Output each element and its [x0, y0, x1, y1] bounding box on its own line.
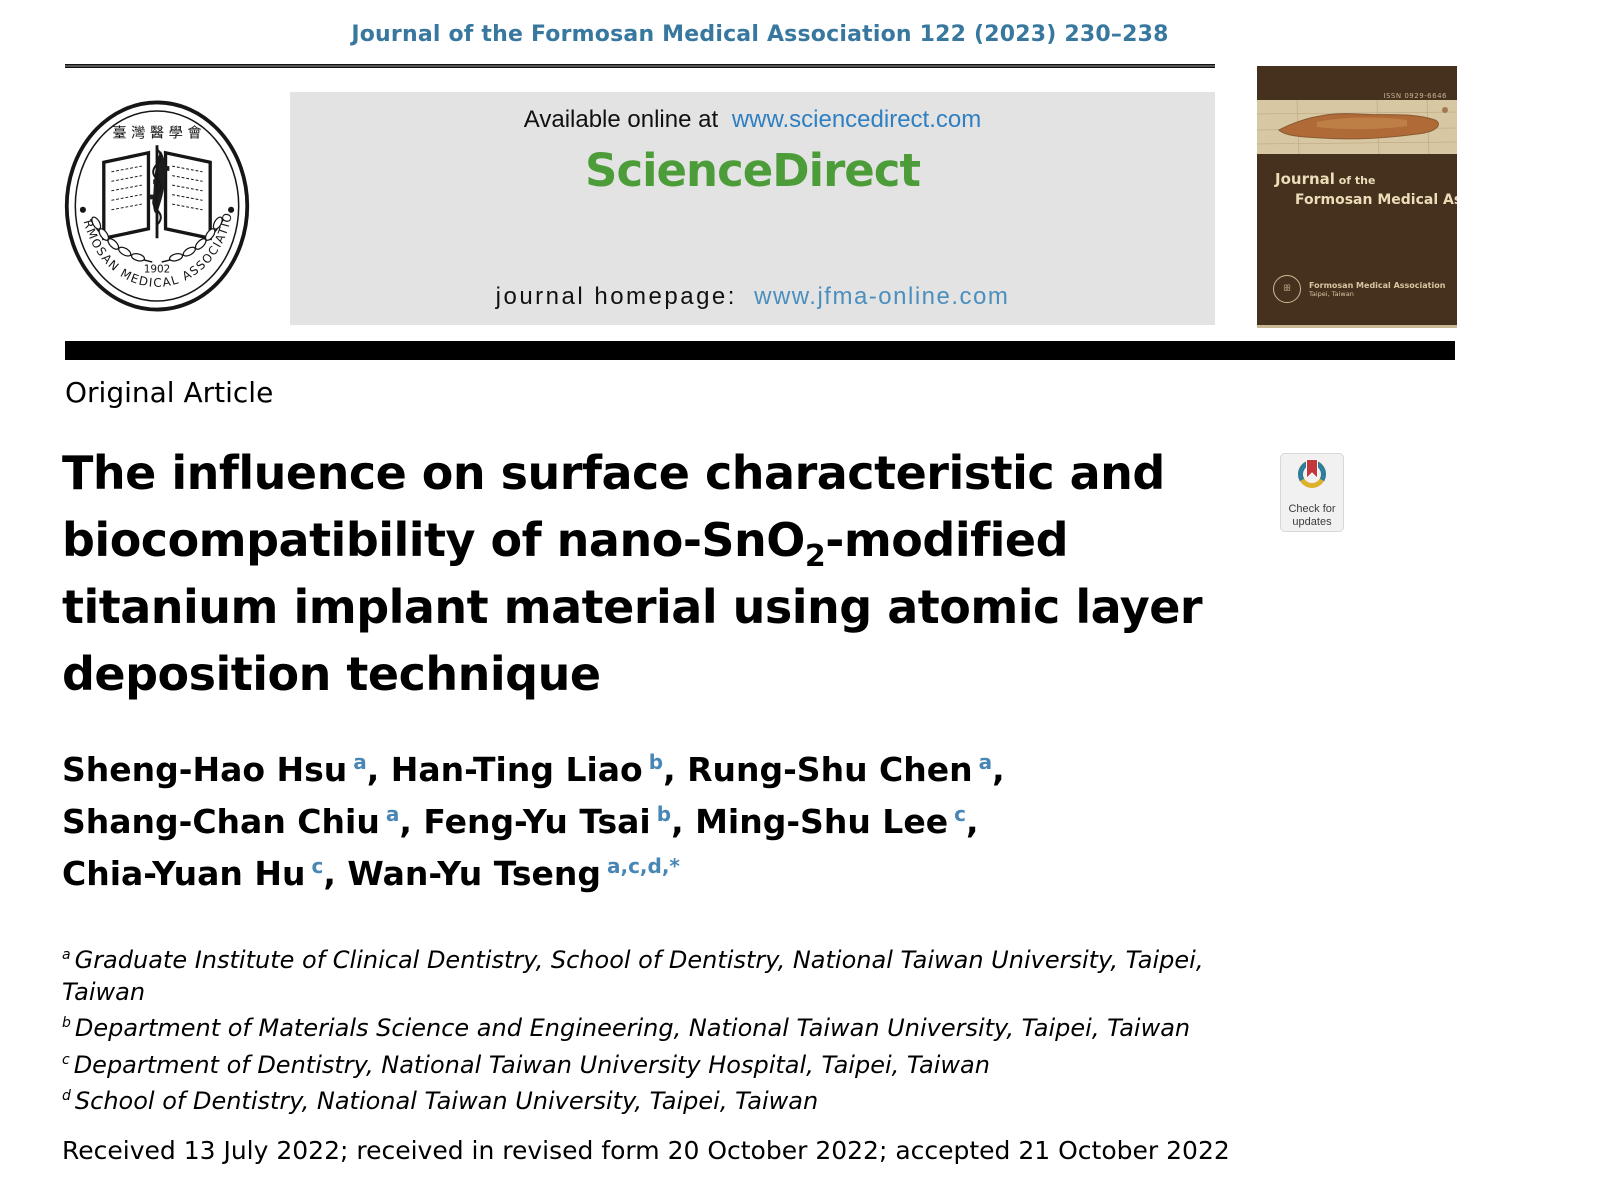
cover-imprint-location: Taipei, Taiwan [1309, 289, 1354, 298]
title-line-3: titanium implant material using atomic l… [62, 580, 1203, 634]
article-title: The influence on surface characteristic … [62, 440, 1302, 708]
affiliation-sup: d [62, 1088, 71, 1104]
author-affil-sup: b [656, 802, 672, 826]
journal-homepage-link[interactable]: www.jfma-online.com [754, 283, 1010, 310]
affiliation-item: c Department of Dentistry, National Taiwa… [62, 1050, 990, 1079]
author-affil-sup: b [648, 750, 664, 774]
author-line: Sheng-Hao Hsu a, Han-Ting Liao b, Rung-Shu… [62, 750, 1005, 789]
journal-reference: Journal of the Formosan Medical Associat… [351, 22, 1169, 47]
author-name: Shang-Chan Chiu [62, 802, 380, 841]
available-online-line: Available online at www.sciencedirect.co… [290, 106, 1215, 134]
cover-imprint-name: Formosan Medical Association [1309, 280, 1446, 290]
author-line: Shang-Chan Chiu a, Feng-Yu Tsai b, Ming-Sh… [62, 802, 979, 841]
cover-map-image [1257, 99, 1457, 155]
check-for-updates-icon [1298, 459, 1326, 488]
author-affil-sup: a [978, 750, 993, 774]
cover-title-line2: Formosan Medical Association [1295, 192, 1457, 208]
formosan-medical-association-seal-logo: 臺 灣 醫 學 會 [57, 85, 252, 321]
article-history: Received 13 July 2022; received in revis… [62, 1136, 1230, 1165]
author-name: Ming-Shu Lee [695, 802, 949, 841]
author-affil-sup: c [311, 854, 324, 878]
affiliation-item: b Department of Materials Science and Eng… [62, 1014, 1191, 1042]
affiliation-sup: c [62, 1051, 70, 1068]
author-affil-sup: a [385, 802, 400, 826]
affiliation-item: d School of Dentistry, National Taiwan Un… [62, 1087, 819, 1115]
author-affil-sup: c [954, 802, 966, 826]
publisher-banner: Available online at www.sciencedirect.co… [290, 92, 1215, 325]
sciencedirect-logo: ScienceDirect [585, 144, 921, 197]
article-type-label: Original Article [65, 376, 274, 409]
cover-seal-icon: ꕥ [1273, 275, 1301, 303]
journal-homepage-label: journal homepage: [495, 283, 737, 310]
section-divider-bar [65, 341, 1455, 360]
cover-title-line1: Journal of the [1275, 170, 1376, 188]
author-name: Rung-Shu Chen [687, 750, 973, 789]
cover-map-icon [1257, 99, 1457, 155]
cover-imprint: ꕥ Formosan Medical Association Taipei, T… [1273, 275, 1445, 303]
check-for-updates-badge[interactable]: Check for updates [1280, 453, 1344, 532]
author-name corresponding-author: Wan-Yu Tseng [347, 854, 601, 893]
author-line: Chia-Yuan Hu c, Wan-Yu Tseng a,c,d,* [62, 854, 680, 893]
sciencedirect-link[interactable]: www.sciencedirect.com [731, 106, 982, 133]
journal-homepage-line: journal homepage: www.jfma-online.com [290, 283, 1215, 311]
author-name: Sheng-Hao Hsu [62, 750, 348, 789]
seal-icon: 臺 灣 醫 學 會 [57, 85, 250, 312]
title-line-4: deposition technique [62, 647, 601, 701]
title-line-2: biocompatibility of nano-SnO2-modified [62, 513, 1068, 575]
affiliation-item: a Graduate Institute of Clinical Dentistr… [62, 946, 1204, 1006]
author-name: Han-Ting Liao [390, 750, 643, 789]
title-line-1: The influence on surface characteristic … [62, 446, 1165, 500]
seal-chinese-text: 臺 灣 醫 學 會 [112, 125, 201, 142]
author-affil-sup corresponding-author-sup: a,c,d,* [606, 854, 680, 878]
cover-issn: ISSN 0929-6646 [1383, 92, 1447, 100]
affiliation-sup: b [62, 1015, 71, 1031]
author-list: Sheng-Hao Hsu a, Han-Ting Liao b, Rung-Shu… [62, 740, 1302, 896]
seal-year: 1902 [144, 264, 171, 276]
available-online-label: Available online at [523, 106, 719, 133]
journal-cover-thumbnail: ISSN 0929-6646 Journal of the Formosan M… [1257, 66, 1457, 328]
author-affil-sup: a [353, 750, 367, 774]
check-for-updates-text: Check for updates [1288, 503, 1336, 528]
header-rule [65, 64, 1215, 68]
author-name: Chia-Yuan Hu [62, 854, 306, 893]
affiliation-sup: a [62, 947, 71, 963]
affiliation-list: a Graduate Institute of Clinical Dentistr… [62, 940, 1227, 1118]
subscript-2: 2 [804, 539, 826, 575]
author-name: Feng-Yu Tsai [423, 802, 651, 841]
